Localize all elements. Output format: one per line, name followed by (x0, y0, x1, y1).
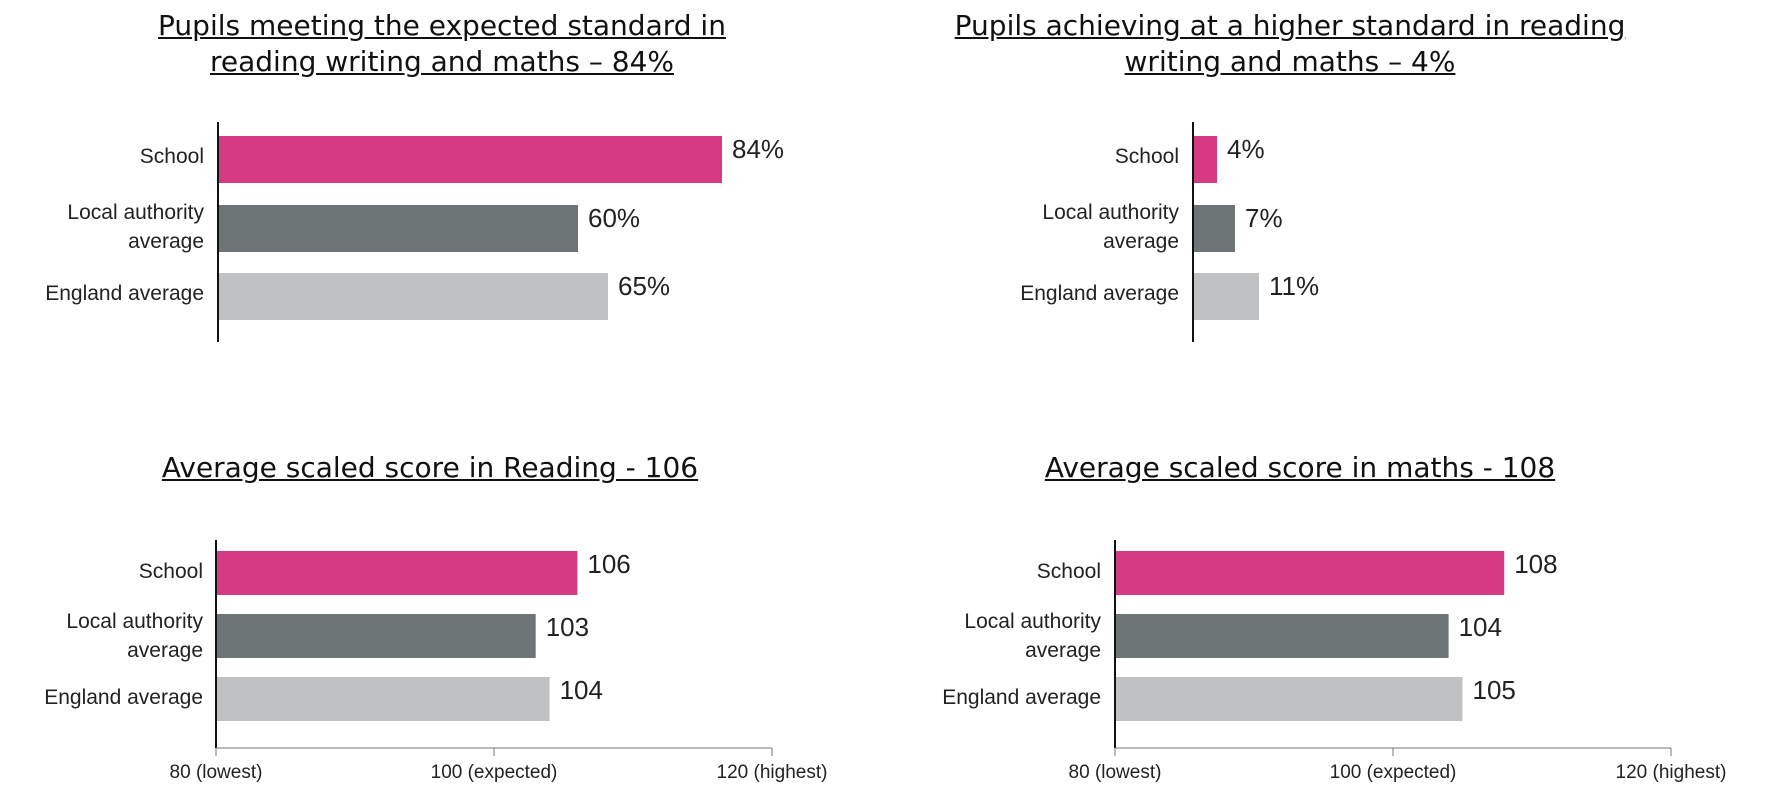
bar-2 (216, 677, 550, 721)
category-label: England average (942, 686, 1101, 709)
x-tick-label: 80 (lowest) (1069, 762, 1162, 783)
category-label: Local authority average (67, 201, 204, 253)
x-tick-label: 120 (highest) (717, 762, 828, 783)
chart-title: Pupils meeting the expected standard in … (158, 9, 726, 78)
data-label: 7% (1245, 203, 1283, 233)
data-label: 108 (1514, 549, 1557, 579)
bar-1 (216, 614, 536, 658)
data-label: 4% (1227, 134, 1265, 164)
data-label: 104 (1459, 612, 1502, 642)
category-label: Local authority average (1042, 201, 1179, 253)
bar-1 (1115, 614, 1449, 658)
data-label: 104 (560, 675, 603, 705)
bar-2 (218, 273, 608, 320)
category-label: Local authority average (66, 610, 203, 662)
x-tick-label: 100 (expected) (431, 762, 558, 783)
chart-title: Average scaled score in maths - 108 (1044, 451, 1556, 484)
data-label: 105 (1473, 675, 1516, 705)
category-label: School (140, 145, 204, 168)
bar-1 (218, 205, 578, 252)
category-label: School (139, 560, 203, 583)
category-label: England average (45, 282, 204, 305)
bar-0 (1115, 551, 1505, 595)
bar-1 (1193, 205, 1235, 252)
bar-0 (1193, 136, 1217, 183)
category-label: School (1115, 145, 1179, 168)
x-tick-label: 120 (highest) (1616, 762, 1727, 783)
chart-title: Average scaled score in Reading - 106 (161, 451, 699, 484)
data-label: 65% (618, 271, 670, 301)
x-tick-label: 80 (lowest) (170, 762, 263, 783)
bar-2 (1193, 273, 1259, 320)
category-label: Local authority average (964, 610, 1101, 662)
category-label: School (1037, 560, 1101, 583)
bar-0 (216, 551, 578, 595)
data-label: 103 (546, 612, 589, 642)
category-label: England average (44, 686, 203, 709)
data-label: 60% (588, 203, 640, 233)
x-tick-label: 100 (expected) (1330, 762, 1457, 783)
category-label: England average (1020, 282, 1179, 305)
data-label: 106 (587, 549, 630, 579)
data-label: 11% (1269, 271, 1319, 301)
data-label: 84% (732, 134, 784, 164)
bar-0 (218, 136, 722, 183)
bar-2 (1115, 677, 1463, 721)
chart-title: Pupils achieving at a higher standard in… (954, 9, 1626, 78)
